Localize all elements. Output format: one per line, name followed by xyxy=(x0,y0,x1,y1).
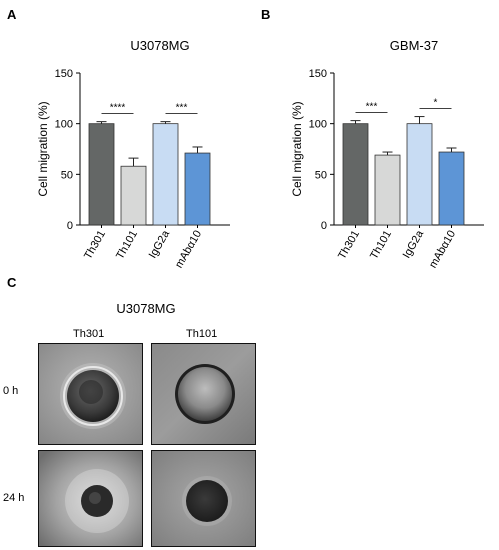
bar-th301 xyxy=(342,123,369,226)
bar-th301 xyxy=(88,123,115,226)
chart-a: 0 50 100 150 Cell migration (%) Th301 Th101 IgG… xyxy=(36,68,230,271)
bar-igg2a xyxy=(152,123,179,226)
panel-b-label: B xyxy=(261,7,271,22)
micrograph-th101-24h xyxy=(151,450,256,547)
y-tick-label: 0 xyxy=(67,220,73,232)
significance-label: * xyxy=(434,97,438,108)
column-label-th301: Th301 xyxy=(73,328,105,340)
micrograph-th101-0h xyxy=(151,343,256,445)
x-tick-label: Th301 xyxy=(336,229,362,262)
panel-a-label: A xyxy=(7,7,17,22)
chart-b: 0 50 100 150 Cell migration (%) Th301 Th101 IgG… xyxy=(290,68,484,271)
row-label-24h: 24 h xyxy=(3,492,25,504)
x-tick-label: Th101 xyxy=(114,229,140,262)
x-tick-label: Th301 xyxy=(82,229,108,262)
y-tick-label: 100 xyxy=(309,119,327,131)
micrograph-th301-0h xyxy=(38,343,143,445)
x-tick-label: IgG2a xyxy=(401,228,427,261)
column-label-th101: Th101 xyxy=(186,328,218,340)
y-tick-label: 100 xyxy=(55,119,73,131)
y-tick-label: 50 xyxy=(61,169,73,181)
bar-th101 xyxy=(120,165,147,226)
x-tick-label: mAbα10 xyxy=(427,229,458,271)
bar-mabα10 xyxy=(438,151,465,226)
x-tick-label: mAbα10 xyxy=(173,229,204,271)
y-tick-label: 50 xyxy=(315,169,327,181)
chart-b-title: GBM-37 xyxy=(389,38,439,53)
significance-label: *** xyxy=(176,103,188,114)
significance-label: *** xyxy=(366,102,378,113)
y-axis-label: Cell migration (%) xyxy=(36,101,50,196)
row-label-0h: 0 h xyxy=(3,385,19,397)
chart-a-title: U3078MG xyxy=(130,38,190,53)
x-tick-label: Th101 xyxy=(368,229,394,262)
x-tick-label: IgG2a xyxy=(147,228,173,261)
panel-c-title: U3078MG xyxy=(116,301,176,316)
y-axis-label: Cell migration (%) xyxy=(290,101,304,196)
bar-th101 xyxy=(374,154,401,226)
y-tick-label: 150 xyxy=(309,68,327,80)
panel-c-label: C xyxy=(7,275,17,290)
bar-mabα10 xyxy=(184,152,211,226)
micrograph-th301-24h xyxy=(38,450,143,547)
y-tick-label: 150 xyxy=(55,68,73,80)
bar-igg2a xyxy=(406,123,433,226)
significance-label: **** xyxy=(110,103,126,114)
y-tick-label: 0 xyxy=(321,220,327,232)
